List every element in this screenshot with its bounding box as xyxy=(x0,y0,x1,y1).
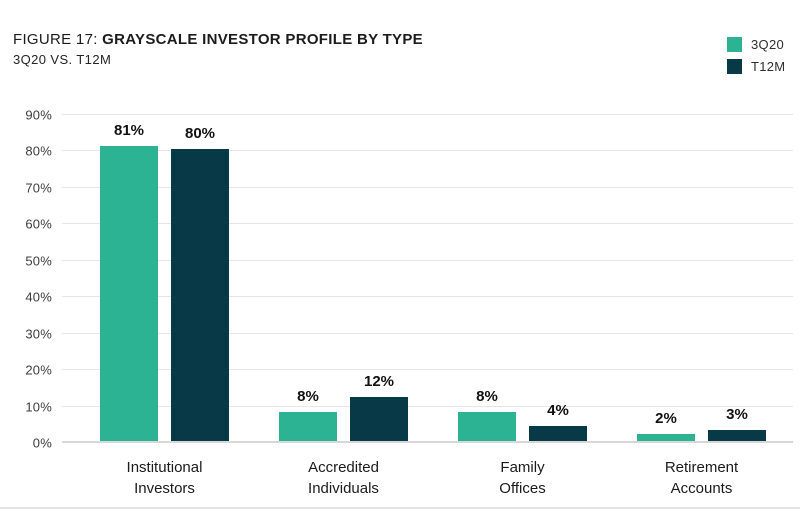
bar-col-t12m-family-offices: 4% xyxy=(529,402,587,441)
bar-t12m-accredited-individuals xyxy=(350,397,408,441)
category-axis: Institutional Investors Accredited Indivi… xyxy=(62,457,793,499)
gridline-50 xyxy=(62,260,793,261)
bar-value-label: 81% xyxy=(113,122,145,139)
bar-groups: 81% 80% 8% 12% 8% 4% 2% 3% xyxy=(62,115,793,441)
y-tick-label-20: 20% xyxy=(25,362,52,378)
bar-col-t12m-retirement-accounts: 3% xyxy=(708,406,766,441)
gridline-10 xyxy=(62,406,793,407)
bar-col-3q20-accredited-individuals: 8% xyxy=(279,388,337,441)
x-axis-baseline xyxy=(62,441,793,443)
bar-value-label: 2% xyxy=(655,410,677,427)
bar-t12m-institutional-investors xyxy=(171,149,229,441)
gridline-40 xyxy=(62,296,793,297)
bar-t12m-family-offices xyxy=(529,426,587,441)
bar-value-label: 8% xyxy=(297,388,319,405)
chart-subtitle: 3Q20 VS. T12M xyxy=(13,52,112,67)
legend-label-t12m: T12M xyxy=(751,59,786,74)
bar-3q20-institutional-investors xyxy=(100,146,158,441)
chart-title-text: GRAYSCALE INVESTOR PROFILE BY TYPE xyxy=(102,31,423,48)
y-tick-label-50: 50% xyxy=(25,253,52,269)
legend-swatch-3q20 xyxy=(727,37,742,52)
bar-value-label: 12% xyxy=(363,373,395,390)
chart-title: FIGURE 17: GRAYSCALE INVESTOR PROFILE BY… xyxy=(13,31,423,48)
category-label-family-offices: Family Offices xyxy=(499,459,546,497)
legend-label-3q20: 3Q20 xyxy=(751,37,785,52)
bar-group-institutional-investors: 81% 80% xyxy=(100,122,229,441)
bar-t12m-retirement-accounts xyxy=(708,430,766,441)
bar-3q20-accredited-individuals xyxy=(279,412,337,441)
legend-item-t12m: T12M xyxy=(727,59,789,74)
gridline-60 xyxy=(62,223,793,224)
bar-col-t12m-institutional-investors: 80% xyxy=(171,125,229,441)
bar-3q20-family-offices xyxy=(458,412,516,441)
plot-area: 0% 10% 20% 30% 40% 50% 60% 70% 80% 90% 81% 80% 8% 12%… xyxy=(25,108,793,451)
legend-swatch-t12m xyxy=(727,59,742,74)
bar-col-3q20-retirement-accounts: 2% xyxy=(637,410,695,441)
bar-value-label: 3% xyxy=(726,406,748,423)
legend: 3Q20 T12M xyxy=(727,37,789,81)
bar-col-3q20-institutional-investors: 81% xyxy=(100,122,158,441)
y-tick-label-90: 90% xyxy=(25,107,52,123)
gridline-20 xyxy=(62,369,793,370)
category-label-retirement-accounts: Retirement Accounts xyxy=(664,459,739,497)
y-tick-label-80: 80% xyxy=(25,143,52,159)
bar-value-label: 80% xyxy=(184,125,216,142)
gridline-90 xyxy=(62,114,793,115)
bar-group-retirement-accounts: 2% 3% xyxy=(637,406,766,441)
bar-3q20-retirement-accounts xyxy=(637,434,695,441)
category-label-accredited-individuals: Accredited Individuals xyxy=(308,459,379,497)
gridline-30 xyxy=(62,333,793,334)
bar-group-accredited-individuals: 8% 12% xyxy=(279,373,408,441)
gridline-80 xyxy=(62,150,793,151)
y-tick-label-0: 0% xyxy=(32,435,52,451)
gridline-70 xyxy=(62,187,793,188)
chart-header: FIGURE 17: GRAYSCALE INVESTOR PROFILE BY… xyxy=(13,31,423,67)
figure-label: FIGURE 17: xyxy=(13,31,98,48)
legend-item-3q20: 3Q20 xyxy=(727,37,789,52)
y-tick-label-10: 10% xyxy=(25,399,52,415)
bar-value-label: 4% xyxy=(547,402,569,419)
bar-value-label: 8% xyxy=(476,388,498,405)
y-tick-label-70: 70% xyxy=(25,180,52,196)
bar-col-3q20-family-offices: 8% xyxy=(458,388,516,441)
category-label-institutional-investors: Institutional Investors xyxy=(126,459,203,497)
y-tick-label-60: 60% xyxy=(25,216,52,232)
y-tick-label-30: 30% xyxy=(25,326,52,342)
bottom-divider xyxy=(0,507,800,509)
bar-col-t12m-accredited-individuals: 12% xyxy=(350,373,408,441)
y-tick-label-40: 40% xyxy=(25,289,52,305)
bar-group-family-offices: 8% 4% xyxy=(458,388,587,441)
